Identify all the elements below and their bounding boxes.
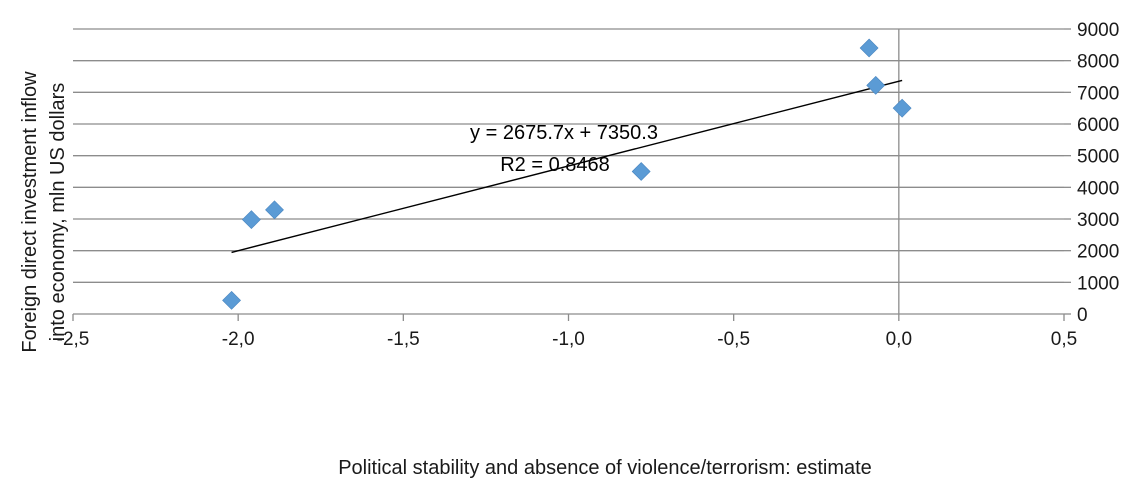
x-tick-label-0: -2,5 [57,329,90,350]
y-tick-label-4: 4000 [1077,178,1119,199]
y-tick-label-1: 1000 [1077,273,1119,294]
x-tick-label-3: -1,0 [552,329,585,350]
trendline-equation: y = 2675.7x + 7350.3 [470,122,658,144]
axes [72,28,1071,321]
y-tick-label-7: 7000 [1077,83,1119,104]
y-axis-title-line-1: Foreign direct investment inflow [19,71,41,353]
data-point-3 [631,162,651,181]
data-points [222,38,912,310]
data-point-0 [222,290,241,310]
x-axis-title: Political stability and absence of viole… [338,457,872,479]
x-tick-label-2: -1,5 [387,329,420,350]
y-tick-label-9: 9000 [1077,20,1119,41]
x-tick-label-4: -0,5 [717,329,750,350]
trendline-r2: R2 = 0.8468 [500,154,610,176]
data-point-1 [241,210,261,230]
data-point-2 [265,200,284,220]
y-tick-label-8: 8000 [1077,52,1119,73]
x-tick-label-5: 0,0 [886,329,912,350]
data-point-6 [892,98,912,118]
x-tick-label-6: 0,5 [1051,329,1077,350]
y-tick-label-6: 6000 [1077,115,1119,136]
trendline-group [231,79,903,254]
y-tick-label-5: 5000 [1077,147,1119,168]
y-tick-label-2: 2000 [1077,242,1119,263]
trendline [231,79,903,254]
y-tick-labels: 0 1000 2000 3000 4000 5000 6000 7000 8000 9000 [1077,20,1119,326]
x-tick-label-1: -2,0 [222,329,255,350]
x-tick-labels: -2,5 -2,0 -1,5 -1,0 -0,5 0,0 0,5 [57,329,1078,350]
data-point-5 [866,75,886,95]
y-tick-label-0: 0 [1077,305,1088,326]
data-point-4 [859,38,879,58]
y-tick-label-3: 3000 [1077,210,1119,231]
y-axis-title-line-2: into economy, mln US dollars [47,83,69,342]
